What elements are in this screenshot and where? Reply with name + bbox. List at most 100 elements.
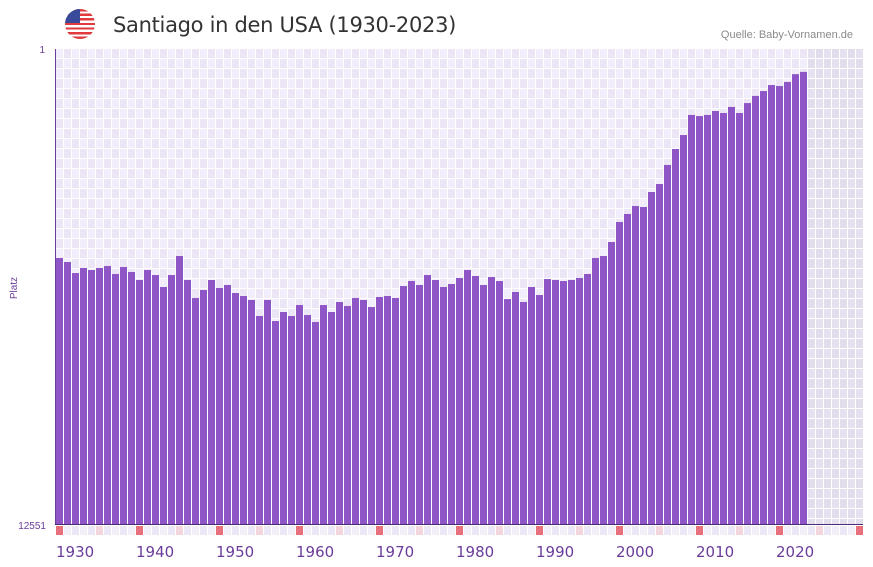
bar-1962[interactable] xyxy=(312,322,319,525)
bar-1983[interactable] xyxy=(480,284,487,525)
bar-1964[interactable] xyxy=(328,312,335,525)
bar-2000[interactable] xyxy=(616,222,623,525)
bar-1984[interactable] xyxy=(488,277,495,525)
bar-1996[interactable] xyxy=(584,273,591,525)
bar-1982[interactable] xyxy=(472,276,479,525)
bar-1965[interactable] xyxy=(336,302,343,525)
bar-1989[interactable] xyxy=(528,287,535,525)
bar-2012[interactable] xyxy=(712,111,719,526)
bar-2009[interactable] xyxy=(688,114,695,525)
bar-2004[interactable] xyxy=(648,192,655,525)
bar-2013[interactable] xyxy=(720,113,727,526)
bar-1994[interactable] xyxy=(568,280,575,525)
bar-1975[interactable] xyxy=(416,284,423,525)
bar-1937[interactable] xyxy=(112,273,119,525)
bar-1985[interactable] xyxy=(496,281,503,525)
bar-1986[interactable] xyxy=(504,299,511,525)
bar-2007[interactable] xyxy=(672,149,679,525)
bar-1959[interactable] xyxy=(288,316,295,525)
bar-1987[interactable] xyxy=(512,292,519,525)
grid-cell xyxy=(688,59,695,68)
bar-1974[interactable] xyxy=(408,281,415,525)
grid-cell xyxy=(376,129,383,138)
bar-1939[interactable] xyxy=(128,272,135,525)
bar-1969[interactable] xyxy=(368,307,375,525)
bar-2006[interactable] xyxy=(664,164,671,525)
bar-1948[interactable] xyxy=(200,289,207,525)
bar-1947[interactable] xyxy=(192,298,199,525)
bar-2020[interactable] xyxy=(776,86,783,525)
bar-2015[interactable] xyxy=(736,113,743,526)
bar-1943[interactable] xyxy=(160,287,167,525)
bar-2016[interactable] xyxy=(744,103,751,525)
bar-1951[interactable] xyxy=(224,284,231,525)
bar-1966[interactable] xyxy=(344,306,351,525)
bar-1963[interactable] xyxy=(320,305,327,525)
grid-cell xyxy=(648,149,655,158)
bar-1932[interactable] xyxy=(72,273,79,525)
bar-2002[interactable] xyxy=(632,206,639,525)
bar-1950[interactable] xyxy=(216,287,223,525)
bar-1997[interactable] xyxy=(592,258,599,525)
bar-1956[interactable] xyxy=(264,300,271,525)
bar-1992[interactable] xyxy=(552,280,559,525)
bar-1936[interactable] xyxy=(104,266,111,525)
bar-1995[interactable] xyxy=(576,278,583,525)
bar-2021[interactable] xyxy=(784,81,791,525)
bar-2005[interactable] xyxy=(656,184,663,525)
grid-cell xyxy=(832,449,839,458)
bar-2001[interactable] xyxy=(624,213,631,525)
bar-2011[interactable] xyxy=(704,114,711,525)
bar-1998[interactable] xyxy=(600,256,607,525)
bar-2022[interactable] xyxy=(792,74,799,526)
bar-2014[interactable] xyxy=(728,106,735,525)
bar-1972[interactable] xyxy=(392,298,399,525)
bar-1960[interactable] xyxy=(296,305,303,525)
bar-1955[interactable] xyxy=(256,316,263,525)
bar-1990[interactable] xyxy=(536,295,543,525)
bar-2008[interactable] xyxy=(680,135,687,526)
bar-1953[interactable] xyxy=(240,296,247,525)
bar-2017[interactable] xyxy=(752,95,759,526)
bar-1967[interactable] xyxy=(352,298,359,525)
bar-1942[interactable] xyxy=(152,275,159,525)
bar-1971[interactable] xyxy=(384,296,391,525)
bar-1977[interactable] xyxy=(432,280,439,525)
bar-1980[interactable] xyxy=(456,278,463,525)
bar-2018[interactable] xyxy=(760,91,767,525)
bar-2003[interactable] xyxy=(640,207,647,525)
bar-1976[interactable] xyxy=(424,275,431,525)
bar-1999[interactable] xyxy=(608,242,615,525)
bar-1949[interactable] xyxy=(208,280,215,525)
bar-1946[interactable] xyxy=(184,280,191,525)
bar-1961[interactable] xyxy=(304,315,311,525)
bar-2019[interactable] xyxy=(768,85,775,525)
bar-1979[interactable] xyxy=(448,283,455,525)
bar-1958[interactable] xyxy=(280,312,287,525)
bar-1941[interactable] xyxy=(144,270,151,525)
bar-1935[interactable] xyxy=(96,268,103,525)
bar-1993[interactable] xyxy=(560,281,567,525)
bar-1978[interactable] xyxy=(440,287,447,525)
bar-1991[interactable] xyxy=(544,279,551,525)
bar-1931[interactable] xyxy=(64,261,71,525)
bar-1933[interactable] xyxy=(80,268,87,525)
bar-1940[interactable] xyxy=(136,280,143,525)
bar-1981[interactable] xyxy=(464,270,471,525)
grid-cell xyxy=(728,89,735,98)
bar-1944[interactable] xyxy=(168,275,175,525)
bar-1968[interactable] xyxy=(360,300,367,525)
source-link[interactable]: Quelle: Baby-Vornamen.de xyxy=(720,29,853,41)
bar-1930[interactable] xyxy=(56,258,63,525)
bar-1970[interactable] xyxy=(376,297,383,525)
bar-1973[interactable] xyxy=(400,286,407,525)
bar-1957[interactable] xyxy=(272,321,279,525)
bar-2010[interactable] xyxy=(696,116,703,525)
bar-1934[interactable] xyxy=(88,270,95,525)
bar-1988[interactable] xyxy=(520,302,527,525)
bar-1952[interactable] xyxy=(232,293,239,525)
bar-1954[interactable] xyxy=(248,300,255,525)
bar-1945[interactable] xyxy=(176,256,183,525)
bar-1938[interactable] xyxy=(120,267,127,525)
bar-2023[interactable] xyxy=(800,71,807,526)
